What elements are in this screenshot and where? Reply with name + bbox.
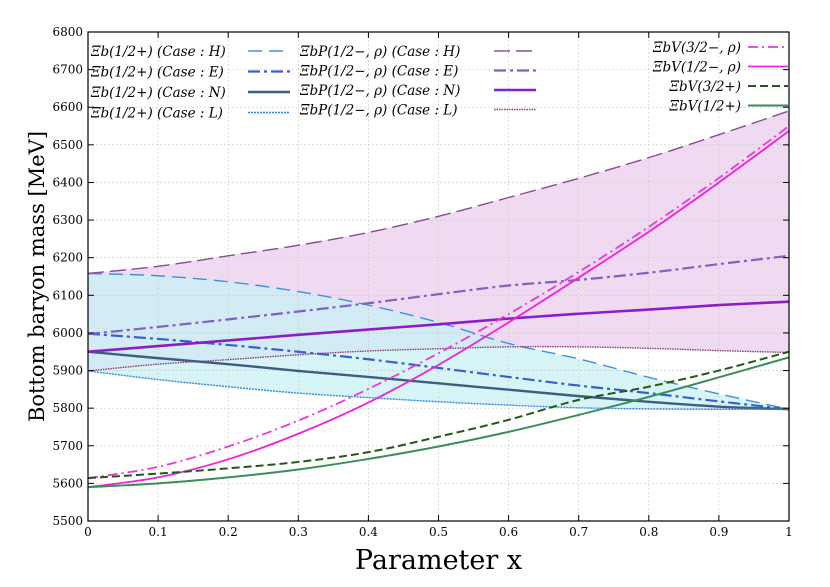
x-tick-label: 0.1 xyxy=(149,525,168,539)
y-tick-label: 6200 xyxy=(52,251,83,265)
series-line-10 xyxy=(87,350,790,480)
legend-label: Ξb(1/2+) (Case : H) xyxy=(90,44,226,60)
legend-label: ΞbV(1/2+) xyxy=(669,99,741,115)
y-tick-label: 6300 xyxy=(52,213,83,227)
x-tick-label: 0.9 xyxy=(709,525,728,539)
x-tick-label: 0.8 xyxy=(639,525,658,539)
y-tick-label: 6800 xyxy=(52,25,83,39)
legend-label: ΞbP(1/2−, ρ) (Case : N) xyxy=(299,83,460,99)
legend-label: Ξb(1/2+) (Case : E) xyxy=(90,65,224,81)
y-tick-label: 6100 xyxy=(52,288,83,302)
y-tick-label: 5800 xyxy=(52,401,83,415)
x-axis-title: Parameter x xyxy=(355,545,522,576)
legend-label: ΞbP(1/2−, ρ) (Case : H) xyxy=(299,44,460,60)
series-line-4 xyxy=(87,110,790,275)
legend-label: ΞbV(1/2−, ρ) xyxy=(652,60,741,76)
series-line-6 xyxy=(87,300,790,354)
y-tick-label: 6500 xyxy=(52,138,83,152)
series-line-5 xyxy=(87,254,790,336)
series-line-2 xyxy=(87,350,790,411)
series-line-8 xyxy=(87,125,790,480)
y-axis-title: Bottom baryon mass [MeV] xyxy=(25,131,49,422)
legend-layer: Ξb(1/2+) (Case : H) Ξb(1/2+) (Case : E) Ξb… xyxy=(90,40,788,122)
x-tick-label: 0.3 xyxy=(289,525,308,539)
legend-label: ΞbV(3/2+) xyxy=(669,79,741,95)
series-line-11 xyxy=(87,356,790,489)
legend-label: ΞbP(1/2−, ρ) (Case : E) xyxy=(299,64,458,80)
y-tick-label: 6400 xyxy=(52,175,83,189)
x-tick-label: 1 xyxy=(785,525,793,539)
ticks-layer: 0 0.1 0.2 0.3 0.4 0.5 0.6 0.7 0.8 0.9 1 5500 5600 570… xyxy=(52,25,792,539)
y-tick-label: 6600 xyxy=(52,100,83,114)
y-tick-label: 5700 xyxy=(52,439,83,453)
x-tick-label: 0.6 xyxy=(499,525,518,539)
series-layer xyxy=(87,110,790,489)
y-tick-label: 6700 xyxy=(52,63,83,77)
series-line-7 xyxy=(87,345,790,372)
legend-label: ΞbV(3/2−, ρ) xyxy=(652,40,741,56)
legend-label: Ξb(1/2+) (Case : L) xyxy=(90,106,223,122)
x-tick-label: 0 xyxy=(84,525,92,539)
series-line-3 xyxy=(87,370,790,411)
x-tick-label: 0.7 xyxy=(569,525,588,539)
y-tick-label: 5600 xyxy=(52,476,83,490)
y-tick-label: 6000 xyxy=(52,326,83,340)
legend-label: ΞbP(1/2−, ρ) (Case : L) xyxy=(299,103,458,119)
y-tick-label: 5900 xyxy=(52,364,83,378)
y-tick-label: 5500 xyxy=(52,514,83,528)
x-tick-label: 0.2 xyxy=(219,525,238,539)
x-tick-label: 0.4 xyxy=(359,525,378,539)
series-line-9 xyxy=(87,130,790,489)
x-tick-label: 0.5 xyxy=(429,525,448,539)
legend-label: Ξb(1/2+) (Case : N) xyxy=(90,85,226,101)
